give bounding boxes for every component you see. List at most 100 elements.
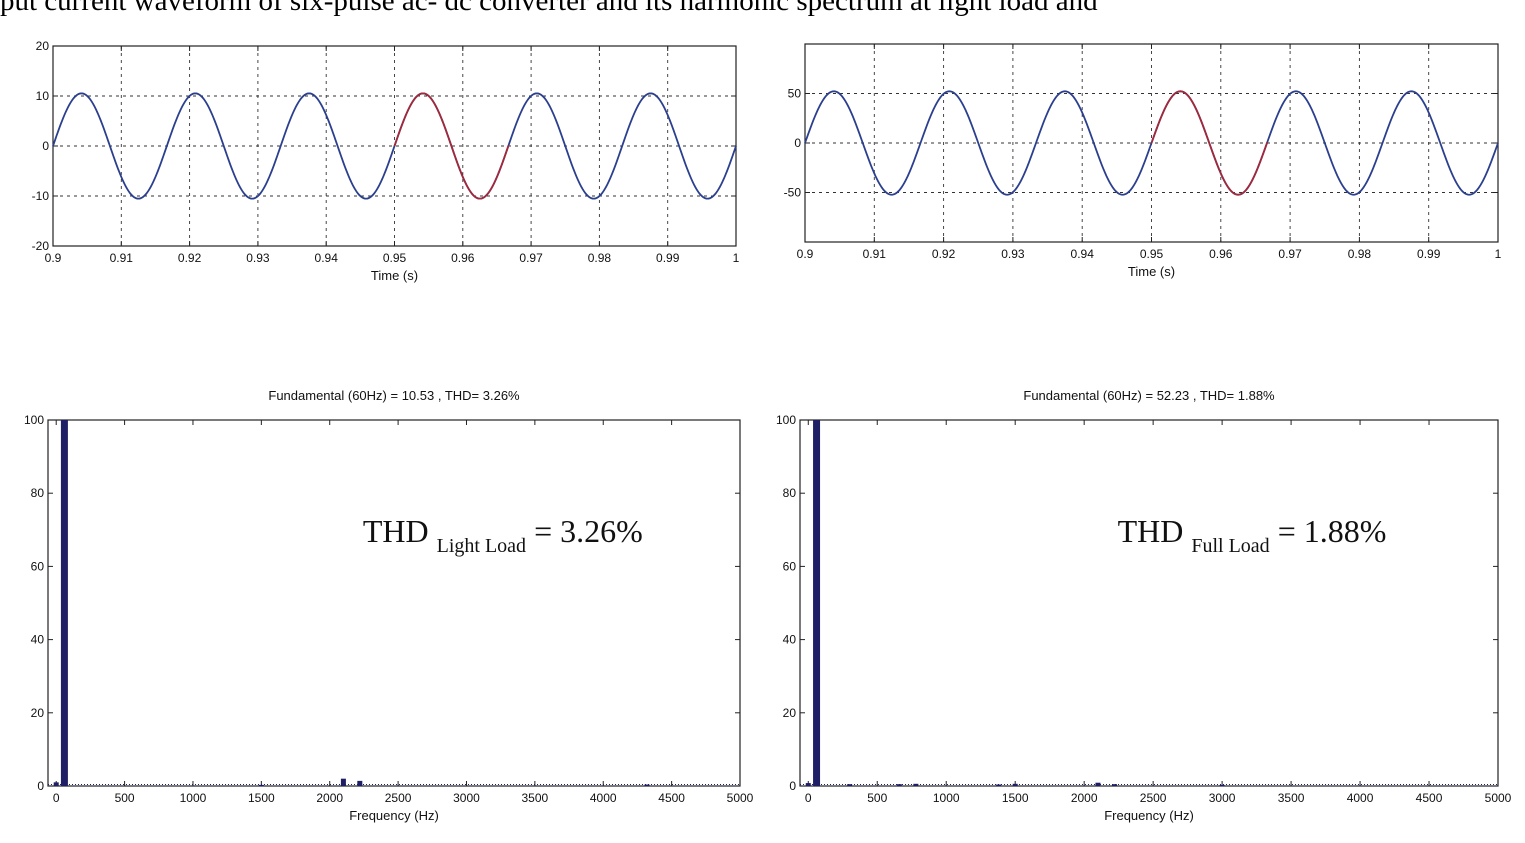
x-tick-label: 3000 xyxy=(1209,791,1236,805)
y-tick-label: 10 xyxy=(36,89,50,103)
y-tick-label: 20 xyxy=(783,706,797,720)
y-tick-label: 80 xyxy=(31,486,45,500)
spectrum-bar xyxy=(258,784,264,787)
waveform-highlight-cycle xyxy=(1150,90,1269,196)
spectrum-bar xyxy=(357,780,363,786)
x-tick-label: 0.94 xyxy=(315,251,339,265)
x-tick-label: 0.92 xyxy=(178,251,202,265)
figure-caption: put current waveform of six-pulse ac- dc… xyxy=(0,0,1098,16)
spectrum-bar xyxy=(1112,784,1118,786)
x-tick-label: 1500 xyxy=(1002,791,1029,805)
spectrum-bar xyxy=(996,784,1002,787)
y-tick-label: 60 xyxy=(783,559,797,573)
y-tick-label: 40 xyxy=(783,633,797,647)
plot-title: Fundamental (60Hz) = 10.53 , THD= 3.26% xyxy=(268,388,520,403)
y-tick-label: 0 xyxy=(794,136,801,150)
x-tick-label: 0.96 xyxy=(1209,247,1233,261)
x-tick-label: 0.95 xyxy=(1140,247,1164,261)
spectrum-bar xyxy=(60,420,68,786)
spectrum-bar xyxy=(813,420,821,786)
x-tick-label: 500 xyxy=(867,791,887,805)
thd-annotation-value: = 3.26% xyxy=(526,513,643,549)
x-tick-label: 1 xyxy=(733,251,740,265)
spectrum-bar xyxy=(644,784,650,787)
y-tick-label: 0 xyxy=(37,779,44,793)
thd-annotation: THD Light Load = 3.26% xyxy=(363,513,643,557)
spectrum-bar xyxy=(1095,782,1101,786)
y-tick-label: 100 xyxy=(776,413,796,427)
thd-annotation-main: THD xyxy=(1118,513,1192,549)
x-tick-label: 0.9 xyxy=(797,247,814,261)
y-tick-label: 100 xyxy=(24,413,44,427)
spectrum-bar xyxy=(53,782,59,786)
waveform-highlight-cycle xyxy=(393,92,510,200)
x-tick-label: 5000 xyxy=(727,791,754,805)
x-tick-label: 4000 xyxy=(590,791,617,805)
thd-annotation-main: THD xyxy=(363,513,437,549)
thd-annotation-subscript: Light Load xyxy=(437,535,526,557)
x-tick-label: 0.98 xyxy=(1348,247,1372,261)
x-tick-label: 0 xyxy=(805,791,812,805)
x-tick-label: 5000 xyxy=(1485,791,1512,805)
full-load-waveform-plot: 0.9 0.91 0.92 0.93 0.94 0.95 0.96 0.97 0.98 0.99 1… xyxy=(784,43,1502,279)
thd-annotation-value: = 1.88% xyxy=(1270,513,1387,549)
spectrum-bar xyxy=(896,784,902,786)
spectrum-bar xyxy=(805,783,811,786)
x-axis-label: Time (s) xyxy=(1128,264,1175,279)
y-tick-label: 0 xyxy=(42,139,49,153)
x-tick-label: 0.93 xyxy=(1001,247,1025,261)
x-tick-label: 0.91 xyxy=(863,247,887,261)
x-tick-label: 2000 xyxy=(1071,791,1098,805)
x-tick-label: 0.92 xyxy=(932,247,956,261)
thd-annotation: THD Full Load = 1.88% xyxy=(1118,513,1387,557)
plot-title: Fundamental (60Hz) = 52.23 , THD= 1.88% xyxy=(1023,388,1275,403)
x-tick-label: 1 xyxy=(1495,247,1502,261)
x-tick-label: 0.91 xyxy=(110,251,134,265)
y-tick-label: 60 xyxy=(31,559,45,573)
plot-frame xyxy=(799,419,1499,787)
spectrum-bar xyxy=(1219,784,1225,787)
spectrum-bar xyxy=(847,784,853,786)
x-tick-label: 0.96 xyxy=(451,251,475,265)
x-tick-label: 0.95 xyxy=(383,251,407,265)
y-tick-label: 50 xyxy=(788,87,802,101)
spectrum-bar xyxy=(340,778,346,786)
x-tick-label: 4000 xyxy=(1347,791,1374,805)
x-tick-label: 4500 xyxy=(1416,791,1443,805)
x-tick-label: 4500 xyxy=(658,791,685,805)
x-tick-label: 2500 xyxy=(1140,791,1167,805)
x-tick-label: 1000 xyxy=(933,791,960,805)
x-tick-label: 0.93 xyxy=(246,251,270,265)
spectrum-bar xyxy=(913,783,919,786)
plot-frame xyxy=(47,419,741,787)
spectrum-bar xyxy=(1012,783,1018,786)
x-axis-label: Time (s) xyxy=(371,268,418,283)
x-tick-label: 1500 xyxy=(248,791,275,805)
x-tick-label: 0.9 xyxy=(45,251,62,265)
x-tick-label: 2000 xyxy=(316,791,343,805)
x-tick-label: 1000 xyxy=(180,791,207,805)
thd-annotation-subscript: Full Load xyxy=(1191,535,1269,557)
x-tick-label: 0.99 xyxy=(656,251,680,265)
y-tick-label: 40 xyxy=(31,633,45,647)
x-tick-label: 0.98 xyxy=(588,251,612,265)
x-tick-label: 0.97 xyxy=(519,251,543,265)
full-load-spectrum-plot: 0 500 1000 1500 2000 2500 3000 3500 4000 4500 5000… xyxy=(776,388,1512,823)
x-tick-label: 500 xyxy=(115,791,135,805)
y-tick-label: 0 xyxy=(789,779,796,793)
y-tick-label: -20 xyxy=(32,239,50,253)
y-tick-label: 80 xyxy=(783,486,797,500)
x-axis-label: Frequency (Hz) xyxy=(1104,808,1194,823)
x-tick-label: 2500 xyxy=(385,791,412,805)
x-axis-label: Frequency (Hz) xyxy=(349,808,439,823)
y-tick-label: -50 xyxy=(784,186,802,200)
y-tick-label: 20 xyxy=(31,706,45,720)
x-tick-label: 3500 xyxy=(522,791,549,805)
x-tick-label: 3500 xyxy=(1278,791,1305,805)
y-tick-label: 20 xyxy=(36,39,50,53)
x-tick-label: 0.97 xyxy=(1278,247,1302,261)
y-tick-label: -10 xyxy=(32,189,50,203)
x-tick-label: 0 xyxy=(53,791,60,805)
x-tick-label: 0.99 xyxy=(1417,247,1441,261)
x-tick-label: 0.94 xyxy=(1071,247,1095,261)
